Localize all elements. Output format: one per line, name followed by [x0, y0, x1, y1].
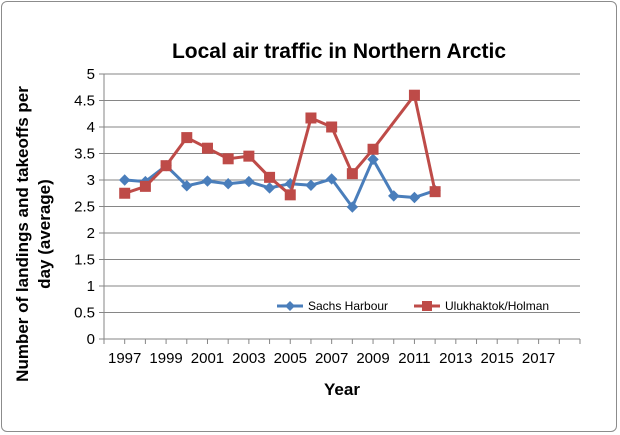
data-point: [119, 187, 131, 199]
x-tick-label: 2009: [356, 350, 389, 367]
y-tick-label: 3: [87, 172, 95, 189]
y-axis-title-line-2: day (average): [35, 179, 54, 289]
data-point: [243, 175, 255, 188]
x-tick-label: 2011: [398, 350, 430, 367]
legend-marker: [422, 301, 432, 311]
data-point: [222, 178, 234, 190]
x-tick-label: 2005: [274, 350, 307, 367]
x-tick-label: 2017: [522, 350, 555, 367]
x-tick-label: 2007: [315, 350, 348, 367]
series-1: [119, 89, 441, 201]
axes: [99, 73, 581, 344]
y-tick-label: 4.5: [74, 93, 95, 110]
x-tick-label: 2001: [191, 350, 224, 367]
data-point: [346, 168, 358, 180]
x-tick-label: 2013: [439, 350, 472, 367]
y-tick-labels: 0 0.5 1 1.5 2 2.5 3 3.5 4 4.5 5: [74, 66, 95, 348]
x-tick-label: 2003: [232, 350, 265, 367]
y-tick-label: 2: [87, 225, 95, 242]
x-axis-title: Year: [324, 380, 360, 399]
data-point: [367, 143, 379, 155]
data-point: [160, 160, 172, 172]
legend-marker: [285, 301, 295, 311]
y-tick-label: 0.5: [74, 305, 95, 322]
data-point: [429, 186, 441, 198]
y-tick-label: 2.5: [74, 199, 95, 216]
y-tick-label: 1.5: [74, 252, 95, 269]
legend-label: Ulukhaktok/Holman: [445, 299, 549, 313]
data-point: [388, 190, 400, 202]
data-point: [243, 150, 255, 162]
data-point: [181, 180, 193, 192]
y-tick-label: 3.5: [74, 146, 95, 163]
x-tick-label: 1999: [149, 350, 182, 367]
data-point: [325, 173, 338, 185]
x-tick-label: 2015: [481, 350, 514, 367]
y-tick-label: 1: [87, 278, 95, 295]
data-point: [139, 180, 151, 192]
y-tick-label: 5: [87, 66, 95, 83]
data-point: [305, 179, 317, 192]
data-point: [408, 191, 421, 204]
y-axis-title-line-1: Number of landings and takeoffs per: [13, 86, 32, 382]
chart-title: Local air traffic in Northern Arctic: [172, 40, 506, 63]
data-point: [284, 189, 296, 201]
data-point: [326, 121, 338, 133]
data-point: [181, 132, 193, 144]
data-point: [118, 174, 131, 186]
series-layer: [118, 89, 441, 213]
data-point: [263, 182, 276, 194]
x-tick-label: 1997: [108, 350, 141, 367]
data-point: [305, 112, 317, 124]
data-point: [346, 201, 359, 213]
gridlines: [104, 73, 580, 313]
data-point: [264, 171, 276, 183]
data-point: [222, 153, 234, 165]
data-point: [201, 142, 213, 154]
y-tick-label: 0: [87, 331, 95, 348]
legend-label: Sachs Harbour: [308, 299, 388, 313]
y-tick-label: 4: [87, 119, 95, 136]
data-point: [408, 89, 420, 101]
data-point: [201, 175, 214, 187]
legend: Sachs Harbour Ulukhaktok/Holman: [277, 299, 549, 313]
x-tick-labels: 1997 1999 2001 2003 2005 2007 2009 2011 2013 2015…: [108, 350, 555, 367]
data-point: [367, 153, 379, 166]
